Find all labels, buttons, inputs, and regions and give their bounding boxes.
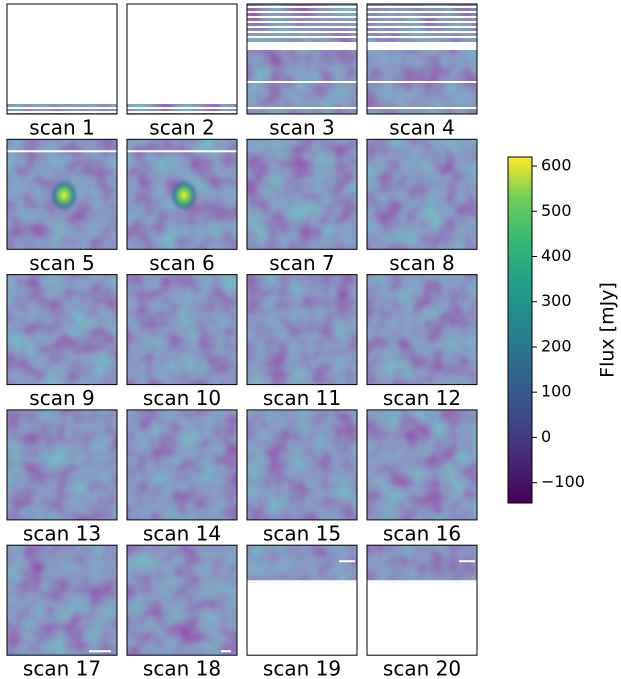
- image: [7, 274, 117, 385]
- panel-title: scan 1: [29, 116, 94, 140]
- image: [127, 274, 237, 385]
- panel-title: scan 13: [23, 521, 101, 545]
- panel-frame: [6, 3, 118, 115]
- mask: [7, 4, 117, 104]
- panel-title: scan 3: [269, 116, 334, 140]
- panel: scan 10: [126, 274, 238, 410]
- panel-frame: [366, 544, 478, 656]
- image: [247, 139, 357, 250]
- tick-label: 400: [541, 246, 572, 265]
- panel-title: scan 6: [149, 251, 214, 275]
- panel-title: scan 20: [383, 657, 461, 679]
- panel-title: scan 11: [263, 386, 341, 410]
- panel-frame: [246, 138, 358, 250]
- panel-frame: [6, 274, 118, 386]
- panel: scan 19: [246, 544, 358, 679]
- image: [367, 409, 477, 520]
- panel-frame: [366, 274, 478, 386]
- panel-title: scan 5: [29, 251, 94, 275]
- image: [7, 409, 117, 520]
- panel: scan 18: [126, 544, 238, 679]
- panel-frame: [126, 409, 238, 521]
- panel-title: scan 15: [263, 521, 341, 545]
- panel-frame: [366, 409, 478, 521]
- panel: scan 14: [126, 409, 238, 545]
- panel: scan 16: [366, 409, 478, 545]
- panel-title: scan 17: [23, 657, 101, 679]
- panel-title: scan 14: [143, 521, 221, 545]
- panel-frame: [366, 3, 478, 115]
- tick-label: −100: [541, 472, 585, 491]
- panel-frame: [126, 274, 238, 386]
- panel: scan 12: [366, 274, 478, 410]
- image: [367, 4, 477, 114]
- panel-title: scan 16: [383, 521, 461, 545]
- panel: scan 6: [126, 138, 238, 275]
- image: [127, 545, 237, 656]
- image: [127, 409, 237, 520]
- panel-frame: [126, 544, 238, 656]
- panel: scan 17: [6, 544, 118, 679]
- panel: scan 4: [366, 3, 478, 140]
- tick-label: 300: [541, 291, 572, 310]
- tick-label: 600: [541, 156, 572, 175]
- panel-frame: [126, 138, 238, 250]
- colorbar: [507, 156, 533, 504]
- tick-label: 100: [541, 382, 572, 401]
- panel-title: scan 19: [263, 657, 341, 679]
- panel-title: scan 12: [383, 386, 461, 410]
- panel: scan 9: [6, 274, 118, 410]
- image: [7, 545, 117, 656]
- panel-frame: [246, 544, 358, 656]
- panel: scan 20: [366, 544, 478, 679]
- panel-title: scan 7: [269, 251, 334, 275]
- image: [247, 409, 357, 520]
- mask: [367, 42, 477, 50]
- panel-frame: [246, 409, 358, 521]
- image: [247, 4, 357, 114]
- panel: scan 3: [246, 3, 358, 140]
- mask: [367, 582, 477, 656]
- tick-label: 200: [541, 336, 572, 355]
- mask: [247, 582, 357, 656]
- panel-title: scan 2: [149, 116, 214, 140]
- tick-label: 0: [541, 427, 551, 446]
- panel: scan 7: [246, 138, 358, 275]
- panel: scan 1: [6, 3, 118, 140]
- panel-title: scan 10: [143, 386, 221, 410]
- panel-title: scan 18: [143, 657, 221, 679]
- panel-frame: [246, 3, 358, 115]
- panel: scan 5: [6, 138, 118, 275]
- source: [170, 179, 198, 212]
- tick-label: 500: [541, 201, 572, 220]
- image: [367, 274, 477, 385]
- panel: scan 8: [366, 138, 478, 275]
- panel-frame: [366, 138, 478, 250]
- panel: scan 13: [6, 409, 118, 545]
- panel: scan 2: [126, 3, 238, 140]
- mask: [127, 4, 237, 104]
- panel-frame: [246, 274, 358, 386]
- panel-title: scan 8: [389, 251, 454, 275]
- image: [247, 274, 357, 385]
- panel-frame: [126, 3, 238, 115]
- panel: scan 11: [246, 274, 358, 410]
- panel-frame: [6, 544, 118, 656]
- panel: scan 15: [246, 409, 358, 545]
- panels: scan 1 scan 2 scan 3 scan 4 scan 5 scan 6 scan…: [6, 3, 478, 679]
- source: [50, 179, 78, 212]
- colorbar-axis: −100 0 100 200 300 400 500 600: [532, 156, 585, 491]
- colorbar-label: Flux [mJy]: [597, 282, 619, 378]
- mask: [247, 42, 357, 50]
- panel-frame: [6, 138, 118, 250]
- panel-title: scan 4: [389, 116, 454, 140]
- image: [367, 139, 477, 250]
- panel-title: scan 9: [29, 386, 94, 410]
- panel-frame: [6, 409, 118, 521]
